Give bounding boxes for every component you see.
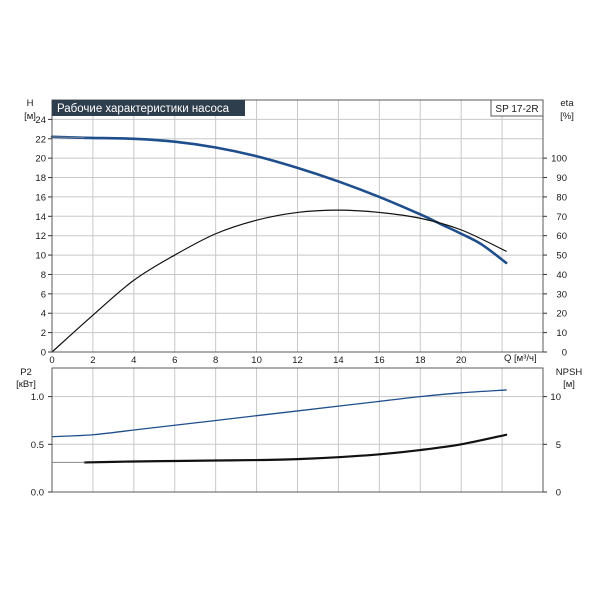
x-tick-label: 10 (251, 355, 262, 366)
series-h-lead-in (51, 136, 85, 139)
series-eta-curve (51, 209, 507, 353)
curves (50, 135, 508, 464)
tick-labels: 0 2 4 6 8 10 12 14 16 18 2002468101214161820222401… (31, 115, 567, 499)
model-label: SP 17-2R (495, 104, 538, 115)
p2-label-unit: [кВт] (16, 379, 36, 390)
top-grid (52, 100, 543, 352)
model-box (490, 99, 544, 117)
p2-tick-label: 1.0 (31, 392, 44, 403)
y-right-label-unit: [%] (560, 111, 574, 122)
y-right-tick-label: 100 (551, 154, 567, 165)
y-right-tick-label: 60 (556, 231, 567, 242)
top-plot-frame (51, 99, 544, 353)
y-left-tick-label: 0 (41, 348, 46, 359)
y-right-tick-label: 20 (556, 309, 567, 320)
y-left-tick-label: 24 (35, 115, 46, 126)
y-left-tick-label: 18 (35, 173, 46, 184)
x-tick-label: 8 (213, 355, 218, 366)
x-tick-label: 20 (456, 355, 467, 366)
y-left-tick-label: 4 (41, 309, 46, 320)
series-p2-curve (51, 389, 507, 438)
bottom-grid (52, 368, 543, 492)
y-left-tick-label: 6 (41, 289, 46, 300)
x-tick-label: 2 (90, 355, 95, 366)
x-tick-label: 4 (131, 355, 136, 366)
x-tick-label: 12 (292, 355, 303, 366)
x-axis-label: Q [м³/ч] (504, 353, 537, 364)
y-left-tick-label: 8 (41, 270, 46, 281)
y-right-tick-label: 50 (556, 251, 567, 262)
series-h-curve (50, 135, 508, 265)
y-right-tick-label: 30 (556, 289, 567, 300)
y-left-tick-label: 2 (41, 328, 46, 339)
chart-title: Рабочие характеристики насоса (57, 103, 230, 115)
npsh-tick-label: 5 (556, 440, 561, 451)
x-tick-label: 16 (374, 355, 385, 366)
bottom-plot-frame (51, 367, 544, 493)
title-box (52, 100, 245, 116)
y-right-label-top: eta (560, 98, 574, 109)
y-left-tick-label: 22 (35, 134, 46, 145)
y-left-label-unit: [м] (24, 111, 36, 122)
y-right-tick-label: 0 (562, 348, 567, 359)
npsh-tick-label: 0 (556, 488, 561, 499)
y-left-tick-label: 20 (35, 154, 46, 165)
y-left-tick-label: 12 (35, 231, 46, 242)
p2-tick-label: 0.5 (31, 440, 44, 451)
y-right-tick-label: 90 (556, 173, 567, 184)
y-left-label-top: H (27, 98, 34, 109)
p2-label-top: P2 (20, 367, 32, 378)
npsh-tick-label: 10 (550, 392, 561, 403)
x-tick-label: 6 (172, 355, 177, 366)
y-right-tick-label: 80 (556, 192, 567, 203)
y-right-tick-label: 40 (556, 270, 567, 281)
npsh-label-unit: [м] (563, 379, 575, 390)
y-left-tick-label: 10 (35, 251, 46, 262)
x-tick-label: 14 (333, 355, 344, 366)
x-tick-label: 0 (49, 355, 54, 366)
series-npsh-curve (83, 433, 508, 464)
y-left-tick-label: 14 (35, 212, 46, 223)
x-tick-label: 18 (415, 355, 426, 366)
y-left-tick-label: 16 (35, 192, 46, 203)
y-right-tick-label: 10 (556, 328, 567, 339)
npsh-label-top: NPSH (556, 367, 583, 378)
p2-tick-label: 0.0 (31, 488, 44, 499)
y-right-tick-label: 70 (556, 212, 567, 223)
